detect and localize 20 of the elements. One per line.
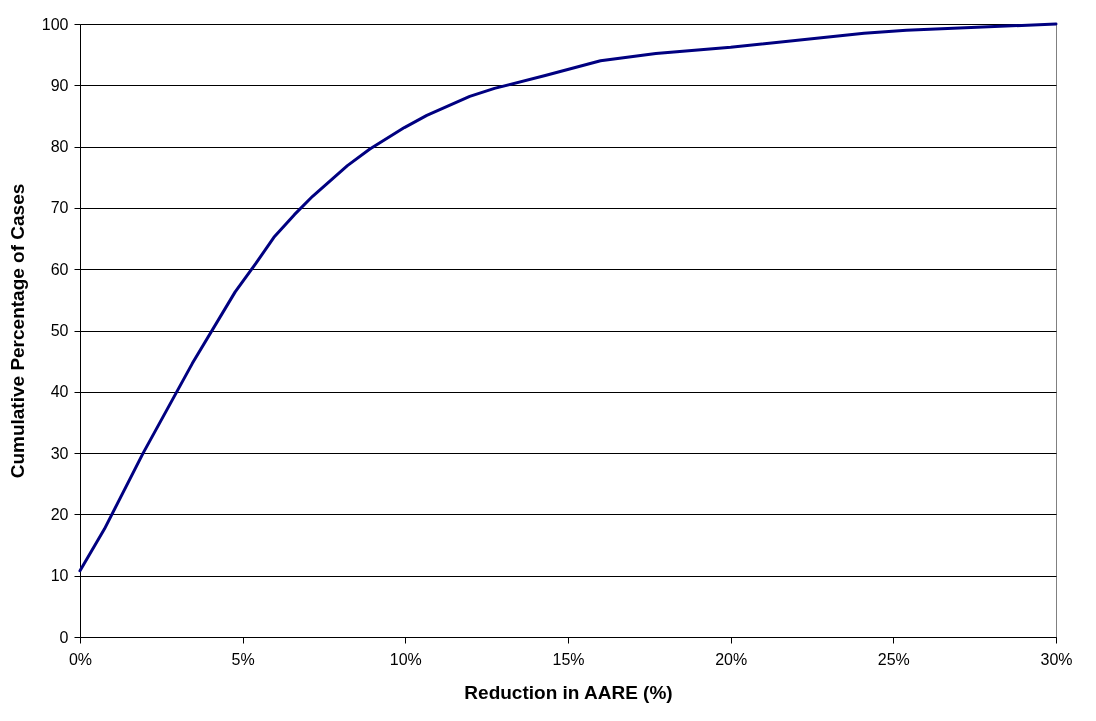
y-tick-label: 30 — [50, 444, 69, 462]
y-tick-label: 80 — [50, 138, 69, 156]
y-tick-label: 90 — [50, 76, 69, 94]
y-tick-label: 40 — [50, 383, 69, 401]
x-tick-label: 20% — [715, 650, 748, 668]
x-tick-label: 10% — [389, 650, 422, 668]
y-tick-label: 100 — [41, 15, 69, 33]
y-tick-label: 50 — [50, 322, 69, 339]
x-tick-label: 30% — [1040, 650, 1073, 668]
y-tick-label: 60 — [50, 260, 69, 278]
x-tick-label: 25% — [877, 650, 910, 668]
x-tick-label: 5% — [231, 650, 255, 668]
y-tick-label: 70 — [50, 199, 69, 217]
x-axis-title: Reduction in AARE (%) — [464, 681, 673, 703]
x-tick-label: 15% — [552, 650, 585, 668]
y-tick-label: 10 — [50, 567, 69, 585]
x-tick-label: 0% — [68, 650, 93, 668]
y-tick-label: 20 — [50, 505, 69, 523]
y-tick-label: 0 — [59, 628, 69, 646]
y-axis-title: Cumulative Percentage of Cases — [6, 183, 28, 479]
